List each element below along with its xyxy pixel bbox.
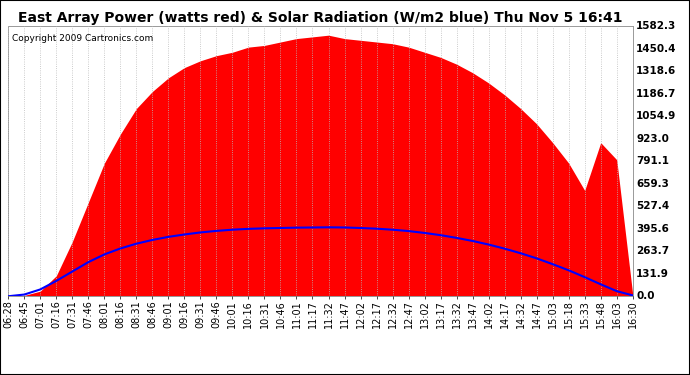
Text: 1054.9: 1054.9 <box>636 111 676 121</box>
Text: 791.1: 791.1 <box>636 156 669 166</box>
Text: 131.9: 131.9 <box>636 269 669 279</box>
Text: East Array Power (watts red) & Solar Radiation (W/m2 blue) Thu Nov 5 16:41: East Array Power (watts red) & Solar Rad… <box>18 11 623 25</box>
Text: 0.0: 0.0 <box>636 291 655 301</box>
Text: Copyright 2009 Cartronics.com: Copyright 2009 Cartronics.com <box>12 34 153 43</box>
Text: 395.6: 395.6 <box>636 224 669 234</box>
Text: 659.3: 659.3 <box>636 179 669 189</box>
Text: 1318.6: 1318.6 <box>636 66 676 76</box>
Text: 1186.7: 1186.7 <box>636 89 677 99</box>
Text: 1582.3: 1582.3 <box>636 21 676 31</box>
Text: 1450.4: 1450.4 <box>636 44 677 54</box>
Text: 527.4: 527.4 <box>636 201 669 211</box>
Text: 923.0: 923.0 <box>636 134 669 144</box>
Text: 263.7: 263.7 <box>636 246 669 256</box>
